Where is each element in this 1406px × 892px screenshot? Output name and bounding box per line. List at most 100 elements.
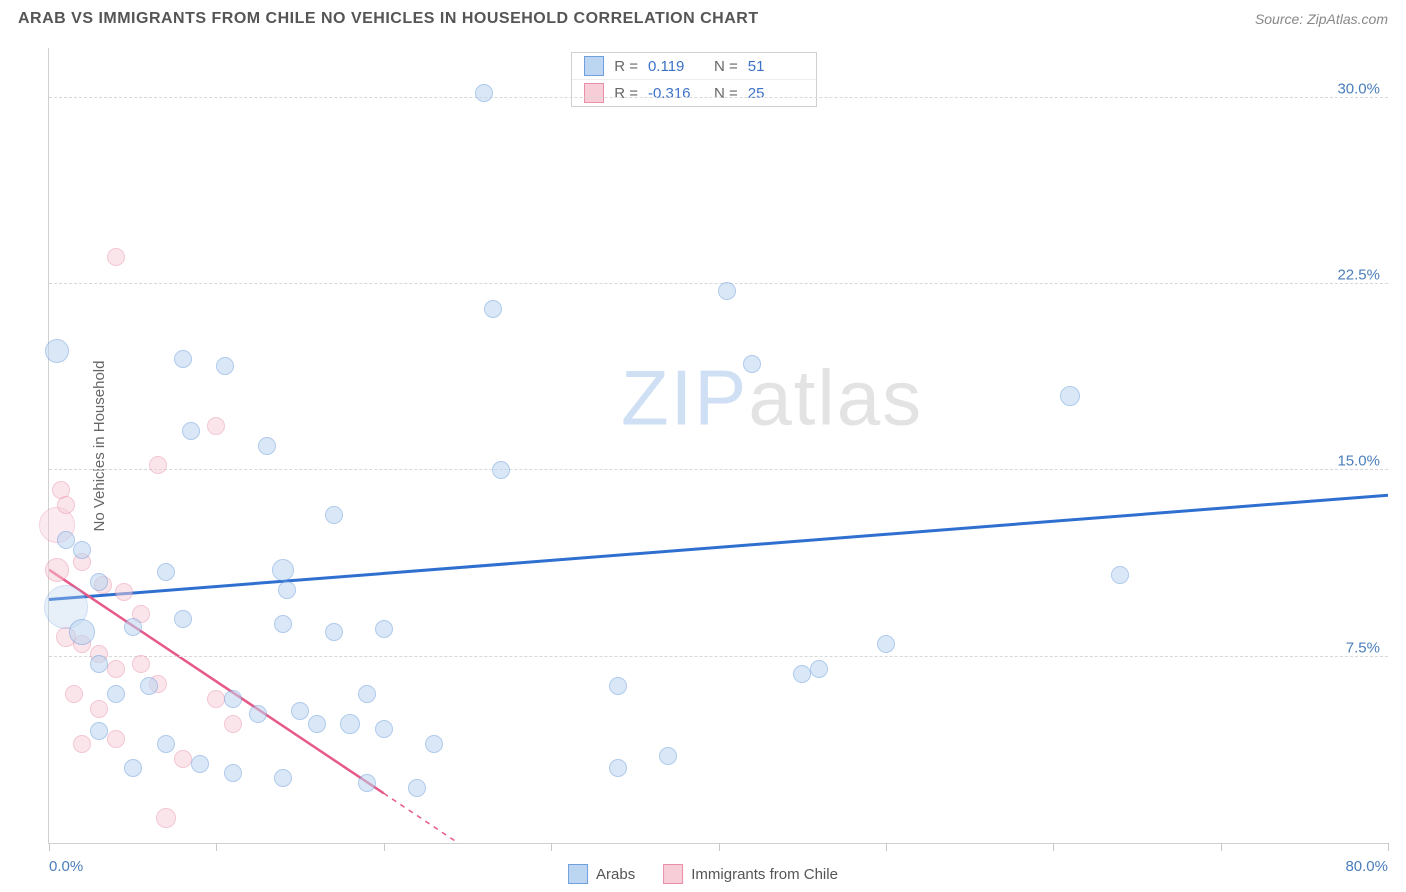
y-tick-label: 30.0% — [1337, 80, 1380, 97]
data-point — [340, 714, 360, 734]
watermark-zip: ZIP — [621, 353, 748, 441]
x-axis-end-label: 80.0% — [1345, 858, 1388, 875]
data-point — [156, 808, 176, 828]
data-point — [249, 705, 267, 723]
data-point — [793, 665, 811, 683]
stat-r-value: -0.316 — [648, 85, 704, 102]
data-point — [174, 750, 192, 768]
data-point — [115, 583, 133, 601]
data-point — [609, 677, 627, 695]
x-axis-start-label: 0.0% — [49, 858, 83, 875]
data-point — [291, 702, 309, 720]
legend-swatch — [584, 83, 604, 103]
plot-wrap: No Vehicles in Household ZIPatlas R =0.1… — [48, 48, 1388, 844]
gridline-h — [49, 283, 1388, 284]
data-point — [274, 615, 292, 633]
x-tick — [886, 843, 887, 851]
data-point — [207, 690, 225, 708]
data-point — [107, 685, 125, 703]
data-point — [375, 620, 393, 638]
data-point — [174, 350, 192, 368]
x-tick — [551, 843, 552, 851]
source-label: Source: ZipAtlas.com — [1255, 11, 1388, 27]
stat-n-label: N = — [714, 58, 738, 75]
stat-r-value: 0.119 — [648, 58, 704, 75]
data-point — [157, 563, 175, 581]
data-point — [258, 437, 276, 455]
gridline-h — [49, 656, 1388, 657]
data-point — [73, 735, 91, 753]
data-point — [325, 623, 343, 641]
legend-swatch — [663, 864, 683, 884]
source-prefix: Source: — [1255, 11, 1307, 27]
legend-label: Arabs — [596, 866, 635, 883]
stat-r-label: R = — [614, 58, 638, 75]
stats-row: R = -0.316 N = 25 — [572, 79, 816, 106]
data-point — [140, 677, 158, 695]
data-point — [375, 720, 393, 738]
x-tick — [216, 843, 217, 851]
stat-n-value: 25 — [748, 85, 804, 102]
data-point — [308, 715, 326, 733]
data-point — [408, 779, 426, 797]
bottom-legend: ArabsImmigrants from Chile — [568, 864, 838, 884]
data-point — [90, 722, 108, 740]
data-point — [65, 685, 83, 703]
data-point — [659, 747, 677, 765]
x-tick — [1221, 843, 1222, 851]
data-point — [132, 655, 150, 673]
trend-line-extrapolated — [384, 793, 518, 843]
y-tick-label: 7.5% — [1346, 639, 1380, 656]
data-point — [718, 282, 736, 300]
data-point — [73, 541, 91, 559]
data-point — [224, 715, 242, 733]
trend-line — [49, 495, 1388, 599]
data-point — [358, 774, 376, 792]
data-point — [810, 660, 828, 678]
x-tick — [1053, 843, 1054, 851]
data-point — [124, 618, 142, 636]
data-point — [107, 730, 125, 748]
data-point — [90, 573, 108, 591]
gridline-h — [49, 469, 1388, 470]
data-point — [45, 339, 69, 363]
stat-n-label: N = — [714, 85, 738, 102]
data-point — [325, 506, 343, 524]
data-point — [90, 700, 108, 718]
data-point — [492, 461, 510, 479]
y-tick-label: 15.0% — [1337, 453, 1380, 470]
data-point — [124, 759, 142, 777]
data-point — [272, 559, 294, 581]
plot-area: ZIPatlas R =0.119N =51R =-0.316N =25 0.0… — [48, 48, 1388, 844]
data-point — [107, 660, 125, 678]
data-point — [149, 456, 167, 474]
data-point — [90, 655, 108, 673]
data-point — [224, 764, 242, 782]
trend-line — [49, 570, 384, 794]
data-point — [278, 581, 296, 599]
data-point — [274, 769, 292, 787]
data-point — [216, 357, 234, 375]
chart-title: ARAB VS IMMIGRANTS FROM CHILE NO VEHICLE… — [18, 10, 759, 28]
data-point — [484, 300, 502, 318]
data-point — [174, 610, 192, 628]
data-point — [425, 735, 443, 753]
stats-legend: R =0.119N =51R =-0.316N =25 — [571, 52, 817, 107]
data-point — [1060, 386, 1080, 406]
legend-swatch — [568, 864, 588, 884]
data-point — [743, 355, 761, 373]
data-point — [1111, 566, 1129, 584]
data-point — [207, 417, 225, 435]
data-point — [358, 685, 376, 703]
data-point — [877, 635, 895, 653]
data-point — [57, 531, 75, 549]
data-point — [107, 248, 125, 266]
watermark-atlas: atlas — [748, 353, 923, 441]
trend-lines — [49, 48, 1388, 843]
data-point — [157, 735, 175, 753]
data-point — [57, 496, 75, 514]
x-tick — [49, 843, 50, 851]
stat-r-label: R = — [614, 85, 638, 102]
data-point — [182, 422, 200, 440]
legend-item: Arabs — [568, 864, 635, 884]
